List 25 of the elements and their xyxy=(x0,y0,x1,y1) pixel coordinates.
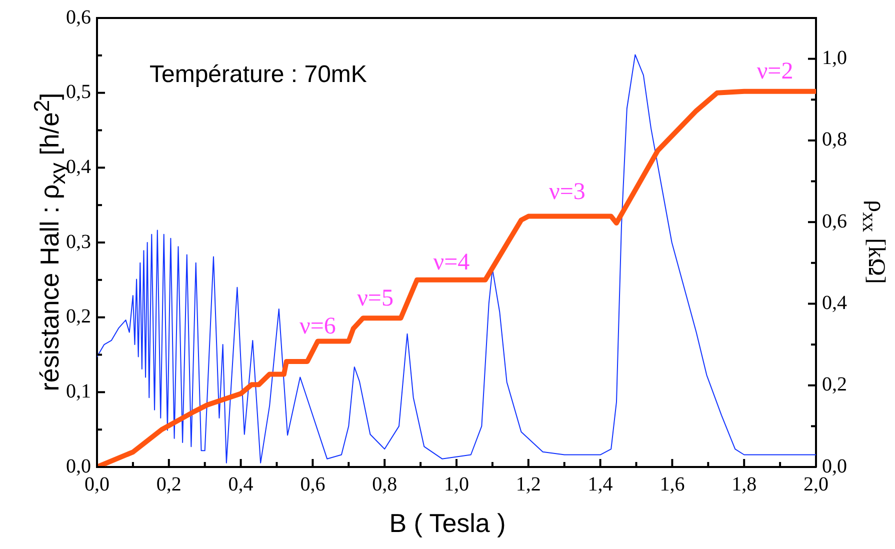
x-axis-title: B ( Tesla ) xyxy=(388,508,507,539)
y-tick-label: 0,5 xyxy=(66,81,91,104)
y2-tick-label: 0,8 xyxy=(822,128,847,151)
annotation: ν=2 xyxy=(756,58,794,85)
y-tick-label: 0,3 xyxy=(66,230,91,253)
y2-tick-label: 0,2 xyxy=(822,374,847,396)
annotation: ν=6 xyxy=(300,314,336,340)
annotation: ν=5 xyxy=(357,285,394,312)
y2-tick-label: 0,6 xyxy=(822,210,847,232)
y-tick-label: 0,6 xyxy=(66,6,91,28)
y-tick-label: 0,2 xyxy=(66,306,91,328)
x-tick-label: 1,4 xyxy=(588,473,613,496)
y2-tick-label: 0,4 xyxy=(822,292,847,314)
x-tick-label: 1,6 xyxy=(660,473,685,496)
annotation: Température : 70mK xyxy=(149,61,367,88)
x-tick-label: 1,2 xyxy=(516,473,541,496)
annotation: ν=3 xyxy=(549,178,586,205)
x-tick-label: 0,8 xyxy=(372,473,398,496)
y2-tick-label: 1,0 xyxy=(822,47,847,70)
x-tick-label: 0,2 xyxy=(156,473,182,496)
x-tick-label: 0,6 xyxy=(300,473,326,496)
x-tick-label: 0,4 xyxy=(228,473,254,496)
x-tick-label: 1,8 xyxy=(732,473,757,496)
annotation: ν=4 xyxy=(433,249,470,276)
x-tick-label: 1,0 xyxy=(444,473,469,496)
